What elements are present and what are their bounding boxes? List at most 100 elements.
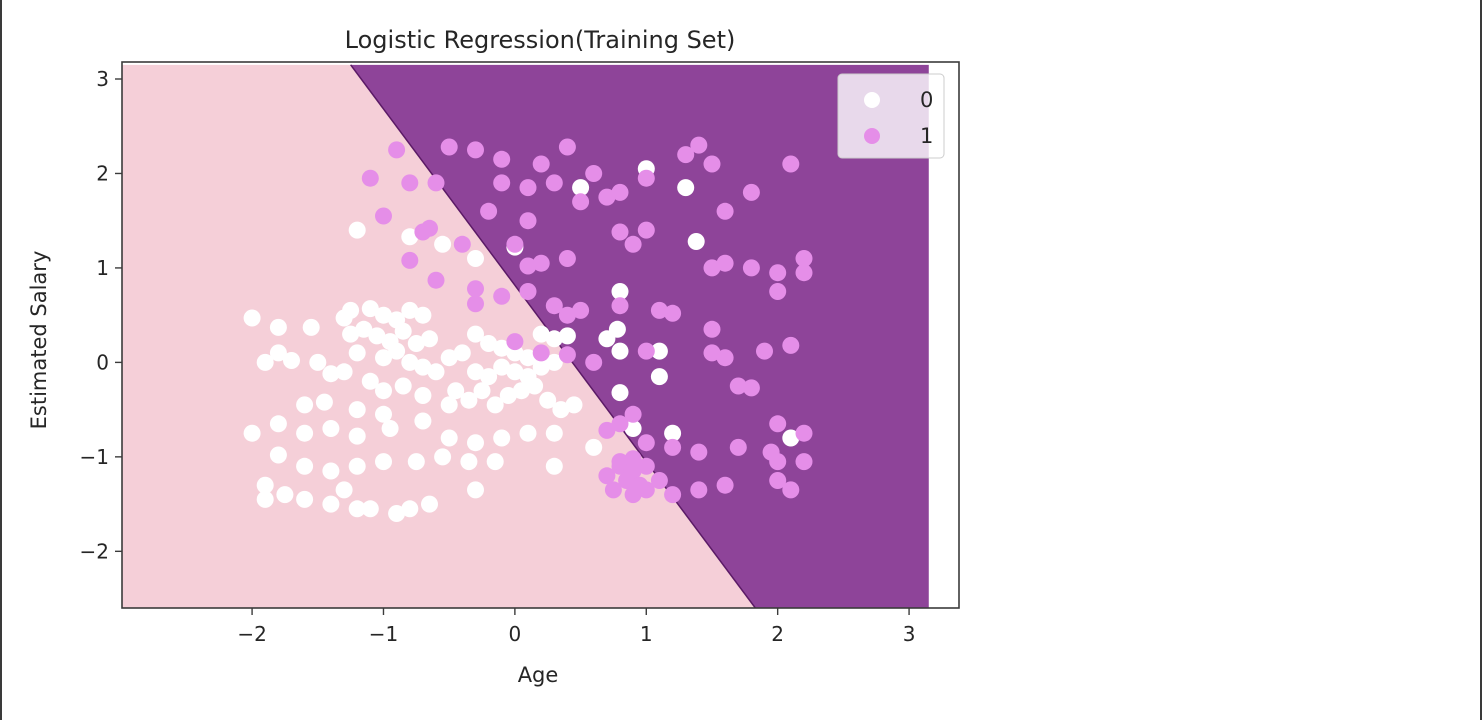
x-tick-label: 1 bbox=[640, 622, 653, 646]
point-class-1 bbox=[729, 438, 747, 456]
point-class-1 bbox=[742, 379, 760, 397]
point-class-1 bbox=[637, 342, 655, 360]
point-class-1 bbox=[388, 141, 406, 159]
point-class-1 bbox=[532, 344, 550, 362]
point-class-0 bbox=[394, 322, 412, 340]
point-class-1 bbox=[414, 223, 432, 241]
point-class-1 bbox=[611, 297, 629, 315]
point-class-0 bbox=[486, 396, 504, 414]
point-class-1 bbox=[624, 235, 642, 253]
point-class-1 bbox=[637, 221, 655, 239]
point-class-0 bbox=[296, 396, 314, 414]
point-class-1 bbox=[519, 212, 537, 230]
point-class-0 bbox=[434, 448, 452, 466]
point-class-1 bbox=[769, 264, 787, 282]
point-class-0 bbox=[558, 327, 576, 345]
point-class-0 bbox=[545, 330, 563, 348]
point-class-0 bbox=[480, 368, 498, 386]
point-class-1 bbox=[611, 453, 629, 471]
point-class-1 bbox=[467, 280, 484, 298]
point-class-0 bbox=[434, 235, 452, 253]
point-class-1 bbox=[664, 486, 682, 504]
point-class-1 bbox=[664, 304, 682, 322]
point-class-1 bbox=[769, 415, 787, 433]
point-class-0 bbox=[342, 301, 360, 319]
plot-frame bbox=[121, 61, 960, 609]
point-class-1 bbox=[690, 481, 708, 499]
point-class-1 bbox=[703, 344, 721, 362]
point-class-0 bbox=[624, 420, 642, 437]
point-class-0 bbox=[519, 349, 537, 367]
x-axis-label: Age bbox=[518, 663, 559, 687]
point-class-1 bbox=[361, 169, 379, 187]
point-class-0 bbox=[598, 330, 616, 348]
point-class-1 bbox=[716, 202, 734, 220]
point-class-0 bbox=[493, 358, 511, 376]
point-class-1 bbox=[611, 183, 629, 201]
point-class-0 bbox=[545, 424, 563, 442]
point-class-0 bbox=[460, 453, 478, 471]
point-class-0 bbox=[315, 393, 333, 411]
point-class-0 bbox=[322, 495, 340, 513]
point-class-0 bbox=[322, 365, 340, 383]
point-class-0 bbox=[269, 446, 287, 464]
point-class-1 bbox=[703, 155, 721, 173]
point-class-0 bbox=[460, 391, 478, 409]
point-class-0 bbox=[565, 396, 583, 414]
point-class-0 bbox=[296, 457, 314, 475]
point-class-0 bbox=[388, 505, 406, 522]
point-class-0 bbox=[440, 429, 458, 447]
point-class-1 bbox=[519, 179, 537, 197]
point-class-0 bbox=[473, 382, 491, 400]
point-class-0 bbox=[296, 424, 314, 442]
point-class-0 bbox=[269, 415, 287, 433]
point-class-1 bbox=[558, 138, 576, 156]
point-class-0 bbox=[467, 325, 484, 343]
point-class-1 bbox=[493, 174, 511, 192]
point-class-0 bbox=[440, 349, 458, 367]
point-class-1 bbox=[572, 301, 590, 319]
point-class-1 bbox=[585, 353, 603, 371]
point-class-0 bbox=[440, 396, 458, 414]
point-class-1 bbox=[742, 183, 760, 201]
point-class-0 bbox=[283, 352, 300, 369]
point-class-0 bbox=[375, 306, 392, 324]
x-tick-label: 3 bbox=[903, 622, 916, 646]
point-class-1 bbox=[690, 443, 708, 461]
point-class-0 bbox=[493, 429, 511, 447]
point-class-1 bbox=[637, 434, 655, 452]
point-class-1 bbox=[650, 472, 668, 489]
legend-label-0: 0 bbox=[920, 88, 933, 112]
point-class-0 bbox=[394, 377, 412, 395]
point-class-0 bbox=[427, 363, 445, 381]
point-class-0 bbox=[664, 424, 682, 442]
point-class-1 bbox=[598, 188, 616, 206]
point-class-1 bbox=[401, 174, 419, 192]
point-class-0 bbox=[467, 434, 484, 452]
point-class-0 bbox=[335, 363, 353, 381]
point-class-0 bbox=[447, 382, 465, 400]
point-class-1 bbox=[650, 301, 668, 319]
point-class-1 bbox=[493, 287, 511, 305]
point-class-1 bbox=[453, 235, 471, 253]
point-class-0 bbox=[407, 335, 425, 352]
point-class-0 bbox=[782, 429, 800, 447]
point-class-1 bbox=[401, 251, 419, 269]
point-class-1 bbox=[545, 297, 563, 315]
point-class-1 bbox=[624, 450, 642, 468]
y-tick-label: 0 bbox=[96, 350, 109, 374]
point-class-1 bbox=[716, 349, 734, 367]
point-class-0 bbox=[401, 500, 419, 518]
point-class-0 bbox=[388, 342, 406, 360]
y-tick-label: 1 bbox=[96, 256, 109, 280]
point-class-1 bbox=[532, 155, 550, 173]
point-class-0 bbox=[453, 344, 471, 362]
point-class-1 bbox=[618, 472, 636, 489]
point-class-0 bbox=[421, 330, 438, 348]
point-class-0 bbox=[401, 353, 419, 371]
point-class-0 bbox=[375, 382, 392, 400]
point-class-1 bbox=[729, 377, 747, 395]
point-class-1 bbox=[493, 150, 511, 168]
y-tick-label: 2 bbox=[96, 161, 109, 185]
